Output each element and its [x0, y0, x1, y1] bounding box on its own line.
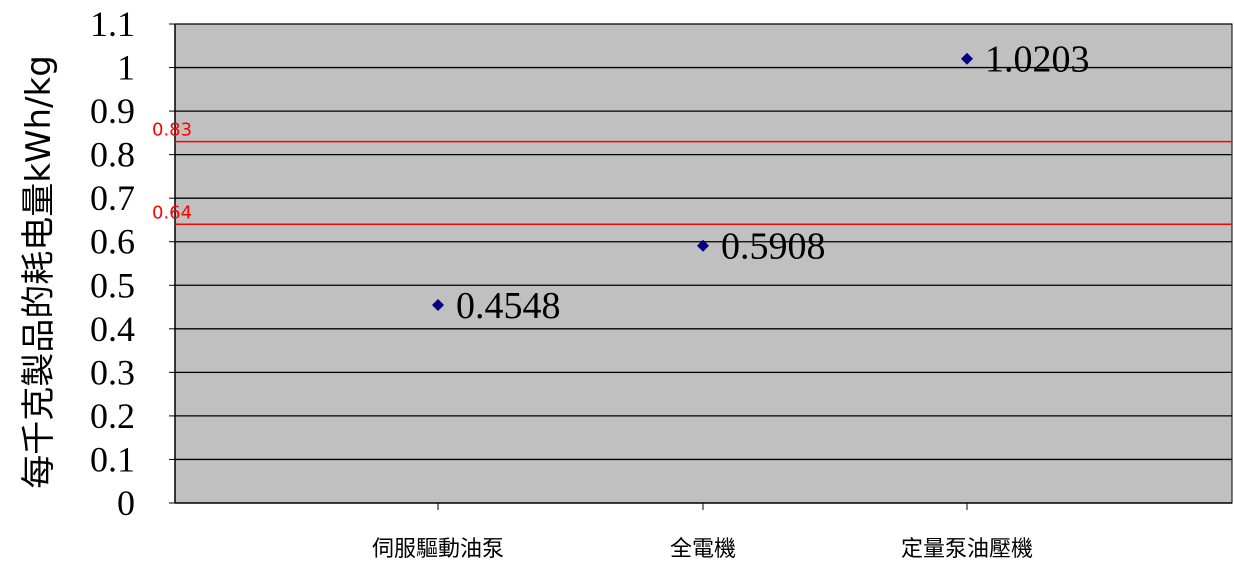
x-tick-label: 伺服驅動油泵 [372, 537, 504, 562]
x-tick-label: 全電機 [670, 537, 736, 562]
y-tick-label: 1.1 [90, 4, 135, 44]
y-tick-label: 0.8 [90, 135, 135, 175]
y-tick-label: 0.2 [90, 396, 135, 436]
y-tick-label: 0.6 [90, 222, 135, 262]
y-axis-label: 每千克製品的耗电量kWh/kg [19, 55, 59, 489]
y-tick-label: 0.5 [90, 265, 135, 305]
reference-line-label: 0.64 [152, 202, 192, 223]
plot-area [174, 23, 1233, 504]
x-tick-label: 定量泵油壓機 [901, 537, 1033, 562]
y-tick-label: 0.7 [90, 178, 135, 218]
reference-line-label: 0.83 [152, 120, 192, 141]
y-tick-label: 0.3 [90, 352, 135, 392]
data-point [432, 298, 444, 311]
data-label: 1.0203 [985, 39, 1090, 81]
y-tick-label: 0.1 [90, 439, 135, 479]
data-label: 0.5908 [721, 226, 826, 268]
data-label: 0.4548 [456, 285, 561, 327]
y-tick-label: 0.9 [90, 91, 135, 131]
y-tick-label: 0 [117, 483, 135, 523]
data-point [961, 52, 973, 65]
y-tick-label: 1 [117, 48, 135, 88]
y-tick-label: 0.4 [90, 309, 135, 349]
data-point [697, 239, 709, 252]
